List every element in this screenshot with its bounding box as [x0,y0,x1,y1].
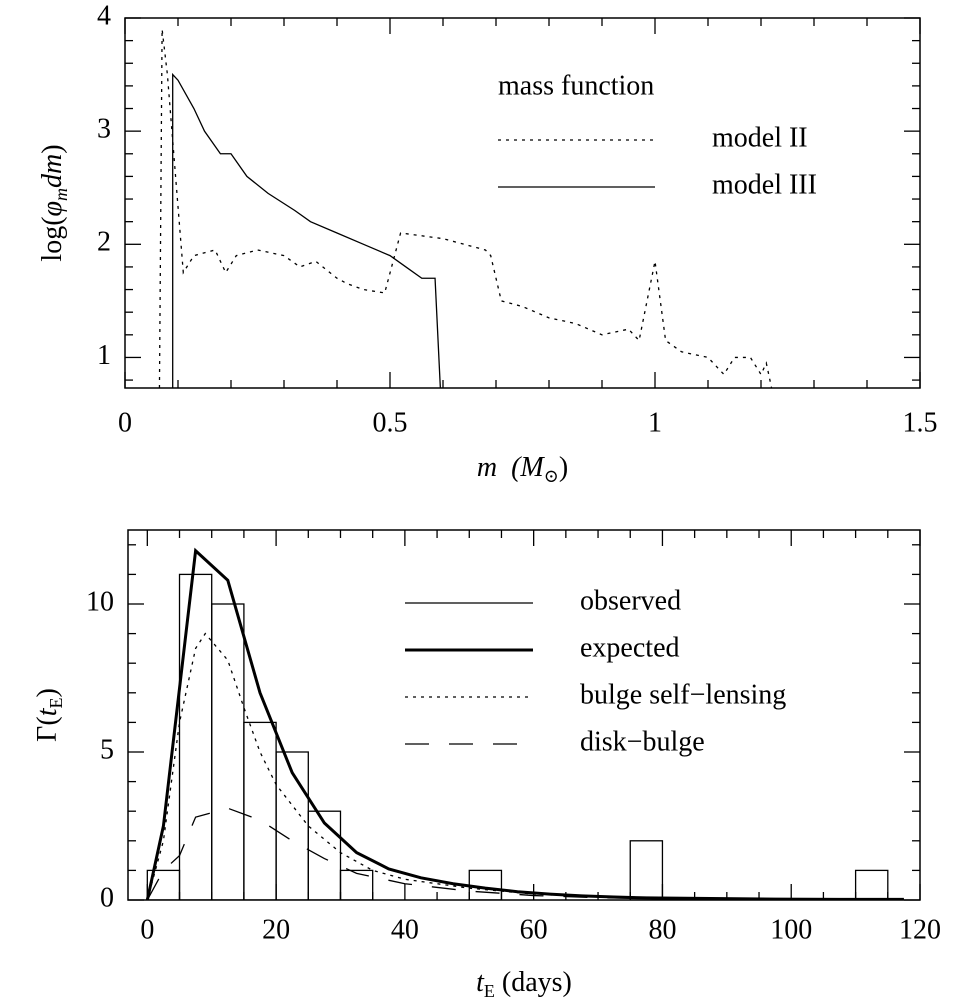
x-axis-label: m (M⊙) [477,452,568,486]
x-axis-label-part: ⊙ [544,466,559,486]
x-tick-label: 80 [648,914,676,945]
legend-label: observed [580,585,681,616]
plot-frame [127,529,921,901]
x-tick-label: 40 [391,914,419,945]
x-tick-label: 120 [899,914,941,945]
y-tick-label: 2 [97,227,111,258]
x-axis-label-part: (days) [495,967,572,998]
x-tick-label: 0.5 [373,407,408,438]
x-tick-label: 20 [262,914,290,945]
histogram-bar [178,573,213,900]
y-axis-label-part: E [46,698,66,709]
histogram-bar [211,603,245,900]
x-axis-label: tE (days) [476,967,572,1001]
series-line [146,807,904,900]
y-axis-label-part: m [51,188,71,201]
y-axis-label-part: φ [37,201,68,217]
y-axis-label: log(φmdm) [37,144,71,261]
x-axis-label-part: t [476,967,485,998]
legend-title: mass function [498,70,654,101]
series-line [146,632,904,900]
histogram-bar [339,869,374,900]
y-tick-label: 4 [97,0,111,31]
histogram-bar [307,810,342,900]
y-tick-label: 0 [100,882,114,913]
plot-frame [124,17,921,389]
series-line [172,72,441,388]
x-axis-label-part: (M [497,452,545,483]
y-axis-label: Γ(tE) [32,688,66,742]
x-tick-label: 1 [648,407,662,438]
x-tick-label: 100 [770,914,812,945]
series-line [145,547,904,900]
histogram-bar [243,721,277,900]
y-axis-label-part: ) [32,688,63,697]
x-tick-label: 0 [118,407,132,438]
x-tick-label: 0 [140,914,154,945]
legend-label: disk−bulge [580,726,705,757]
x-tick-label: 1.5 [903,407,938,438]
x-axis-label-part: m [477,452,497,483]
x-axis-label-part: ) [559,452,568,483]
histogram-bar [854,869,889,900]
legend-label: expected [580,632,680,663]
series-line [158,29,773,388]
y-axis-label-part: log( [37,216,68,261]
legend-label: bulge self−lensing [580,679,786,710]
y-tick-label: 3 [97,114,111,145]
y-tick-label: 10 [86,586,114,617]
y-axis-label-part: t [32,707,63,716]
y-axis-label-part: Γ( [32,716,63,742]
y-axis-label-part: ) [37,144,68,153]
y-axis-label-part: dm [37,154,68,188]
x-axis-label-part: E [484,981,495,1001]
y-tick-label: 1 [97,340,111,371]
x-tick-label: 60 [520,914,548,945]
histogram-bar [629,840,664,900]
legend-label: model III [712,169,817,200]
y-tick-label: 5 [100,734,114,765]
legend-label: model II [712,122,808,153]
